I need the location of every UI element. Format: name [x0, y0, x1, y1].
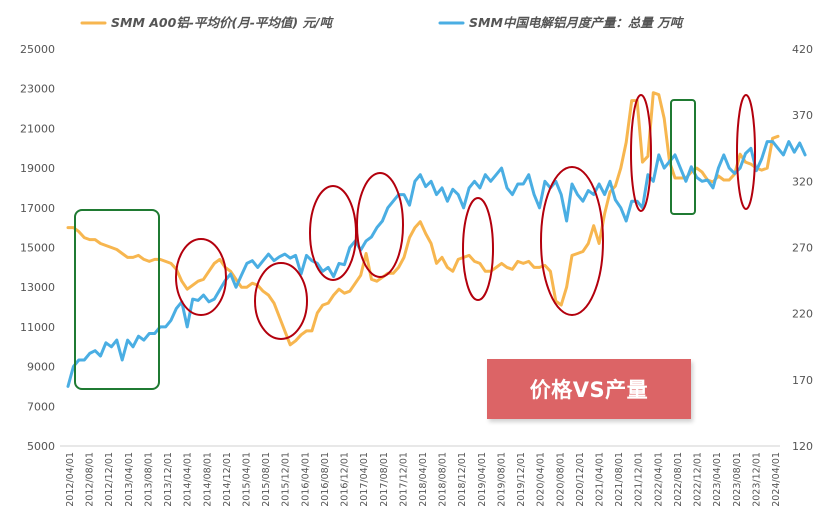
left-tick-label: 7000	[27, 400, 55, 413]
right-tick-label: 370	[792, 109, 813, 122]
chart-annotations	[74, 94, 756, 390]
legend-label-price: SMM A00铝-平均价(月-平均值) 元/吨	[111, 15, 335, 30]
x-tick-label: 2012/08/01	[85, 452, 96, 507]
red-ellipse	[540, 166, 604, 316]
left-y-axis: 5000 7000 9000 11000 13000 15000 17000 19000 210…	[20, 43, 55, 453]
x-tick-label: 2014/08/01	[202, 452, 213, 507]
left-tick-label: 15000	[20, 242, 55, 255]
legend-label-output: SMM中国电解铝月度产量：总量 万吨	[469, 15, 685, 30]
left-tick-label: 25000	[20, 43, 55, 56]
red-ellipse	[736, 94, 756, 210]
x-tick-label: 2023/12/01	[751, 452, 762, 507]
left-tick-label: 21000	[20, 122, 55, 135]
left-tick-label: 9000	[27, 361, 55, 374]
banner-label: 价格VS产量	[529, 378, 649, 402]
x-tick-label: 2012/12/01	[104, 452, 115, 507]
x-tick-label: 2021/04/01	[595, 452, 606, 507]
right-y-axis: 120 170 220 270 320 370 420	[792, 43, 813, 453]
x-tick-label: 2020/08/01	[555, 452, 566, 507]
green-box	[670, 99, 696, 215]
x-tick-label: 2019/12/01	[516, 452, 527, 507]
x-tick-label: 2021/08/01	[614, 452, 625, 507]
red-ellipse	[356, 172, 404, 278]
left-tick-label: 23000	[20, 83, 55, 96]
x-tick-label: 2018/04/01	[418, 452, 429, 507]
right-tick-label: 170	[792, 374, 813, 387]
output-line	[66, 140, 807, 388]
red-ellipse	[175, 238, 227, 316]
x-tick-label: 2021/12/01	[634, 452, 645, 507]
red-ellipse	[309, 185, 357, 281]
x-tick-label: 2013/12/01	[163, 452, 174, 507]
x-tick-label: 2023/08/01	[732, 452, 743, 507]
x-tick-label: 2015/08/01	[261, 452, 272, 507]
x-tick-label: 2017/08/01	[379, 452, 390, 507]
right-tick-label: 120	[792, 440, 813, 453]
x-tick-label: 2019/08/01	[496, 452, 507, 507]
right-tick-label: 420	[792, 43, 813, 56]
x-axis: 2012/04/01 2012/08/01 2012/12/01 2013/04/01…	[60, 445, 782, 507]
red-ellipse	[254, 262, 308, 340]
left-tick-label: 13000	[20, 281, 55, 294]
right-tick-label: 270	[792, 242, 813, 255]
x-tick-label: 2022/04/01	[653, 452, 664, 507]
left-tick-label: 19000	[20, 162, 55, 175]
x-tick-label: 2022/08/01	[673, 452, 684, 507]
price-line	[66, 91, 780, 347]
x-tick-label: 2015/12/01	[281, 452, 292, 507]
left-tick-label: 17000	[20, 202, 55, 215]
chart-legend: SMM A00铝-平均价(月-平均值) 元/吨 SMM中国电解铝月度产量：总量 万…	[80, 15, 685, 30]
x-tick-label: 2020/04/01	[536, 452, 547, 507]
left-tick-label: 11000	[20, 321, 55, 334]
red-ellipse	[630, 94, 652, 212]
x-tick-label: 2022/12/01	[693, 452, 704, 507]
x-tick-label: 2017/12/01	[398, 452, 409, 507]
x-tick-label: 2024/04/01	[771, 452, 782, 507]
x-tick-label: 2013/08/01	[143, 452, 154, 507]
right-tick-label: 320	[792, 175, 813, 188]
x-tick-label: 2018/08/01	[438, 452, 449, 507]
x-tick-label: 2013/04/01	[124, 452, 135, 507]
x-tick-label: 2016/12/01	[340, 452, 351, 507]
x-tick-label: 2016/04/01	[300, 452, 311, 507]
x-tick-label: 2012/04/01	[65, 452, 76, 507]
green-box	[74, 209, 160, 390]
red-ellipse	[462, 197, 494, 301]
left-tick-label: 5000	[27, 440, 55, 453]
price-vs-output-banner: 价格VS产量	[487, 359, 691, 419]
series-price-line	[66, 91, 780, 347]
right-tick-label: 220	[792, 308, 813, 321]
x-tick-label: 2018/12/01	[457, 452, 468, 507]
x-tick-label: 2020/12/01	[575, 452, 586, 507]
x-tick-label: 2016/08/01	[320, 452, 331, 507]
x-tick-label: 2014/04/01	[183, 452, 194, 507]
series-output-line	[66, 140, 807, 388]
x-tick-label: 2023/04/01	[712, 452, 723, 507]
x-tick-label: 2015/04/01	[242, 452, 253, 507]
x-tick-label: 2017/04/01	[359, 452, 370, 507]
x-tick-label: 2014/12/01	[222, 452, 233, 507]
x-tick-label: 2019/04/01	[477, 452, 488, 507]
